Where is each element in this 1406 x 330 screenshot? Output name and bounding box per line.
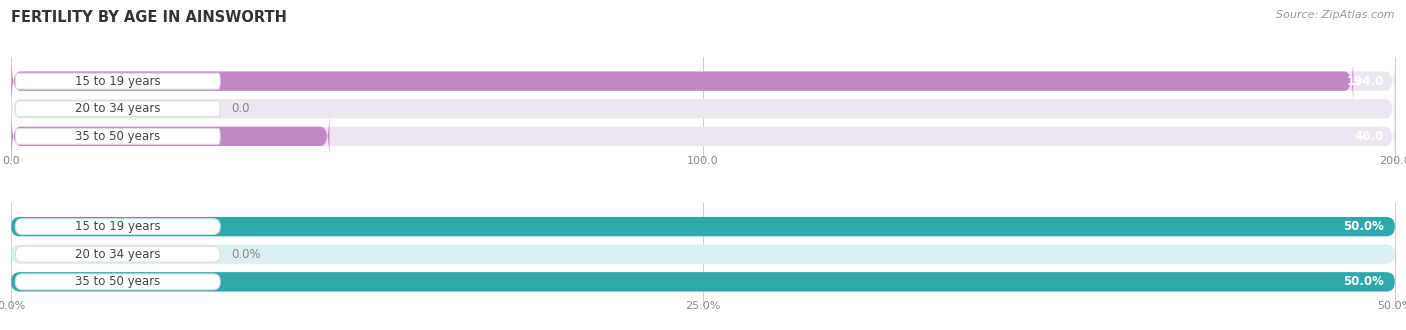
FancyBboxPatch shape: [15, 128, 221, 144]
Text: 15 to 19 years: 15 to 19 years: [75, 75, 160, 88]
Text: 50.0%: 50.0%: [1343, 275, 1384, 288]
FancyBboxPatch shape: [15, 246, 221, 262]
FancyBboxPatch shape: [11, 111, 329, 161]
Text: 20 to 34 years: 20 to 34 years: [75, 102, 160, 115]
FancyBboxPatch shape: [11, 111, 1395, 161]
FancyBboxPatch shape: [11, 272, 1395, 291]
FancyBboxPatch shape: [15, 219, 221, 235]
Text: 194.0: 194.0: [1347, 75, 1384, 88]
FancyBboxPatch shape: [15, 274, 221, 290]
Text: 0.0: 0.0: [231, 102, 250, 115]
Text: FERTILITY BY AGE IN AINSWORTH: FERTILITY BY AGE IN AINSWORTH: [11, 10, 287, 25]
Text: 20 to 34 years: 20 to 34 years: [75, 248, 160, 261]
FancyBboxPatch shape: [11, 56, 1353, 106]
FancyBboxPatch shape: [11, 272, 1395, 291]
Text: 15 to 19 years: 15 to 19 years: [75, 220, 160, 233]
FancyBboxPatch shape: [15, 73, 221, 89]
Text: 46.0: 46.0: [1354, 130, 1384, 143]
FancyBboxPatch shape: [11, 56, 1395, 106]
FancyBboxPatch shape: [11, 84, 1395, 134]
Text: Source: ZipAtlas.com: Source: ZipAtlas.com: [1277, 10, 1395, 20]
FancyBboxPatch shape: [11, 245, 1395, 264]
FancyBboxPatch shape: [15, 101, 221, 117]
FancyBboxPatch shape: [11, 217, 1395, 236]
Text: 35 to 50 years: 35 to 50 years: [75, 130, 160, 143]
FancyBboxPatch shape: [11, 217, 1395, 236]
Text: 0.0%: 0.0%: [231, 248, 262, 261]
Text: 35 to 50 years: 35 to 50 years: [75, 275, 160, 288]
Text: 50.0%: 50.0%: [1343, 220, 1384, 233]
